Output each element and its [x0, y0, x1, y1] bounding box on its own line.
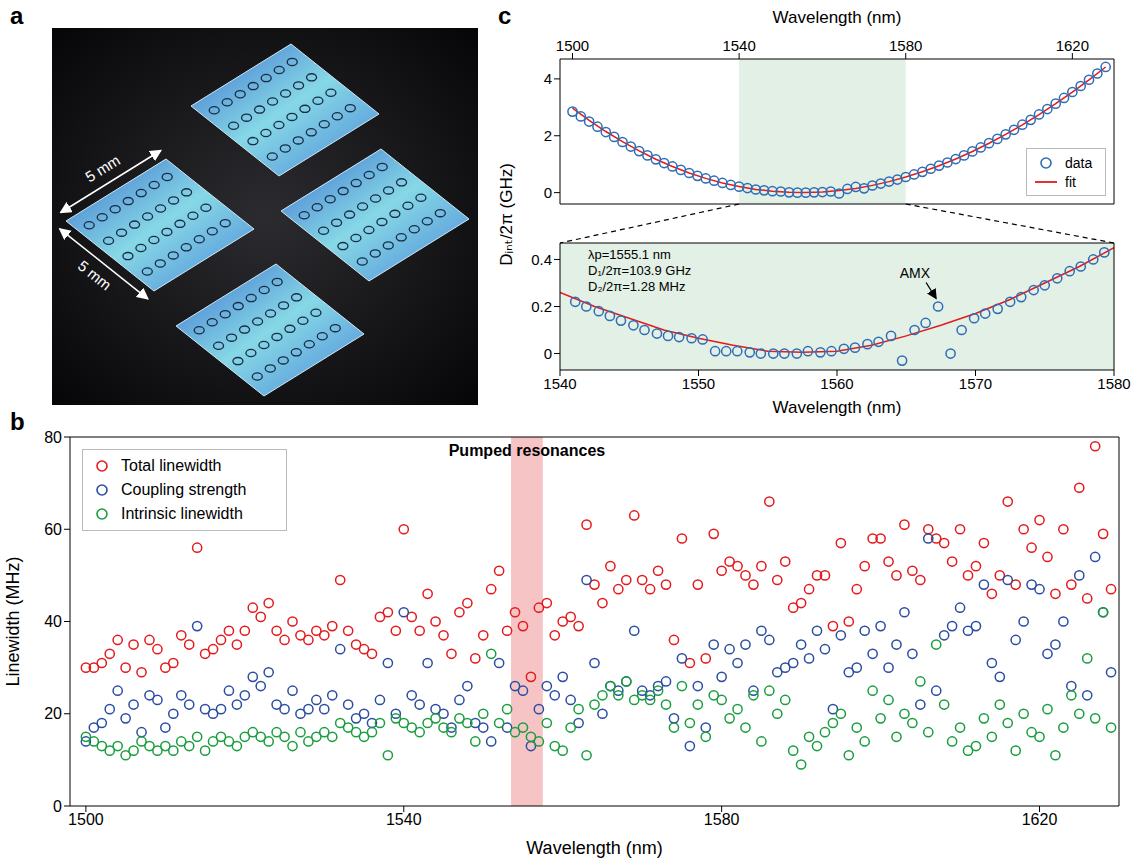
- svg-text:1580: 1580: [1097, 375, 1130, 392]
- svg-text:1500: 1500: [556, 37, 589, 54]
- svg-text:1550: 1550: [682, 375, 715, 392]
- svg-text:1620: 1620: [1056, 37, 1089, 54]
- svg-text:1540: 1540: [722, 37, 755, 54]
- html-text:D₁/2π=103.9 GHz: D₁/2π=103.9 GHz: [588, 263, 692, 278]
- svg-text:60: 60: [44, 521, 62, 538]
- svg-text:1580: 1580: [889, 37, 922, 54]
- svg-text:AMX: AMX: [900, 265, 931, 281]
- svg-text:1540: 1540: [386, 811, 422, 828]
- svg-text:1560: 1560: [820, 375, 853, 392]
- svg-text:1620: 1620: [1022, 811, 1058, 828]
- html-text:Intrinsic linewidth: Intrinsic linewidth: [121, 505, 243, 522]
- svg-text:Linewidth (MHz): Linewidth (MHz): [3, 556, 23, 686]
- svg-text:Pumped resonances: Pumped resonances: [449, 442, 606, 459]
- svg-text:2: 2: [544, 127, 552, 144]
- svg-text:Wavelength (nm): Wavelength (nm): [773, 398, 902, 417]
- svg-text:40: 40: [44, 613, 62, 630]
- html-text:fit: fit: [1065, 173, 1076, 190]
- html-text:data: data: [1065, 154, 1093, 171]
- svg-text:80: 80: [44, 429, 62, 446]
- html-text:D₂/2π=1.28 MHz: D₂/2π=1.28 MHz: [588, 279, 686, 294]
- svg-text:0: 0: [53, 798, 62, 815]
- svg-text:5 mm: 5 mm: [82, 151, 123, 185]
- svg-text:5 mm: 5 mm: [75, 257, 115, 294]
- html-text:a: a: [10, 2, 24, 29]
- svg-text:1540: 1540: [543, 375, 576, 392]
- svg-text:4: 4: [544, 70, 552, 87]
- svg-text:1570: 1570: [959, 375, 992, 392]
- svg-text:1580: 1580: [704, 811, 740, 828]
- html-text:c: c: [498, 2, 512, 29]
- svg-text:0: 0: [544, 184, 552, 201]
- svg-text:0.2: 0.2: [531, 298, 552, 315]
- svg-text:Wavelength (nm): Wavelength (nm): [773, 8, 902, 27]
- html-text:Coupling strength: Coupling strength: [121, 481, 247, 498]
- svg-text:Dᵢₙₜ/2π (GHz): Dᵢₙₜ/2π (GHz): [497, 163, 516, 266]
- svg-text:Wavelength (nm): Wavelength (nm): [526, 838, 662, 858]
- html-text:λp=1555.1 nm: λp=1555.1 nm: [588, 247, 671, 262]
- html-text:Total linewidth: Total linewidth: [121, 457, 222, 474]
- svg-text:1500: 1500: [68, 811, 104, 828]
- svg-text:0: 0: [544, 345, 552, 362]
- svg-text:20: 20: [44, 705, 62, 722]
- html-text:b: b: [10, 408, 25, 435]
- svg-text:0.4: 0.4: [531, 251, 552, 268]
